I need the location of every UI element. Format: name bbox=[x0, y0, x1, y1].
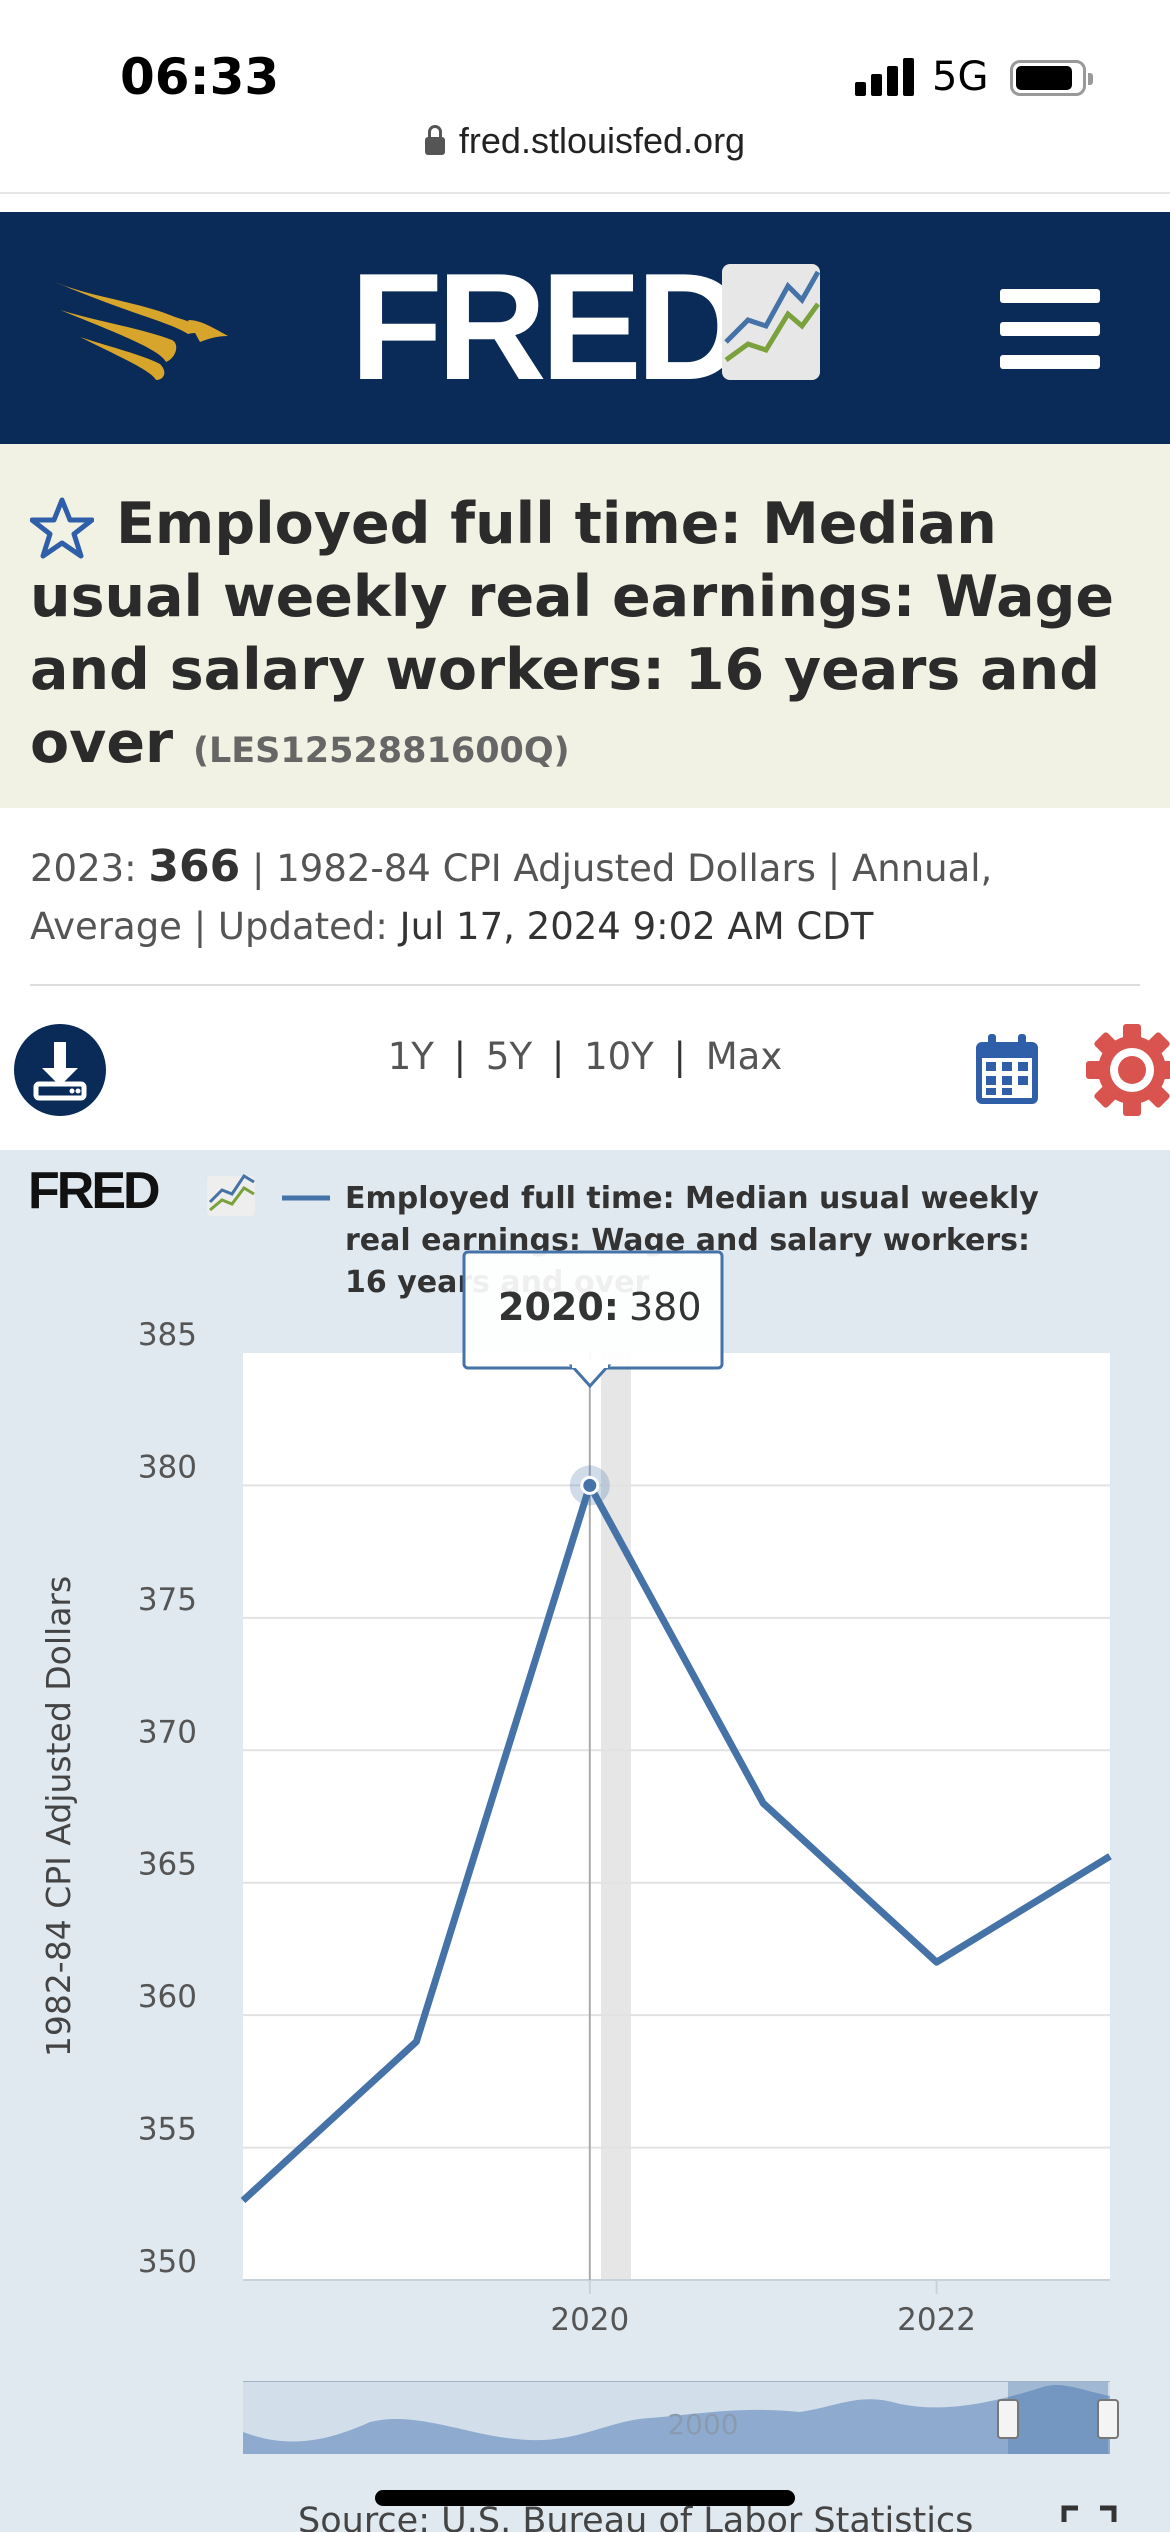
hover-band bbox=[601, 1353, 631, 2280]
fullscreen-icon[interactable] bbox=[1061, 2505, 1117, 2522]
lock-icon bbox=[424, 125, 445, 155]
range-navigator[interactable]: 2000 bbox=[243, 2381, 1119, 2454]
y-tick-label: 385 bbox=[138, 1317, 197, 1353]
home-indicator bbox=[375, 2490, 795, 2506]
y-tick-label: 360 bbox=[138, 1979, 197, 2015]
series-title-text: Employed full time: Median usual weekly … bbox=[30, 491, 1115, 776]
legend-fred-logo: FRED bbox=[28, 1162, 159, 1220]
range-1y[interactable]: 1Y bbox=[387, 1035, 434, 1078]
y-tick-label: 365 bbox=[138, 1847, 197, 1883]
site-header: FRED bbox=[0, 212, 1170, 444]
x-tick-label: 2020 bbox=[550, 2302, 629, 2338]
range-10y[interactable]: 10Y bbox=[584, 1035, 654, 1078]
range-separator: | bbox=[673, 1035, 686, 1078]
address-bar[interactable]: fred.stlouisfed.org bbox=[0, 120, 1170, 190]
updated-date: Jul 17, 2024 9:02 AM CDT bbox=[399, 905, 874, 948]
x-tick-label: 2022 bbox=[897, 2302, 976, 2338]
status-bar: 06:33 5G bbox=[0, 0, 1170, 130]
status-time: 06:33 bbox=[120, 48, 280, 106]
fred-chart-icon bbox=[722, 264, 820, 380]
legend-fred-chart-icon bbox=[207, 1173, 255, 1216]
y-tick-label: 355 bbox=[138, 2112, 197, 2148]
divider bbox=[30, 984, 1140, 986]
series-title-area: Employed full time: Median usual weekly … bbox=[0, 444, 1170, 808]
chart-panel: FRED Employed full time: Median usual we… bbox=[0, 1150, 1170, 2532]
latest-value: 366 bbox=[148, 841, 241, 892]
date-range-selector: 1Y | 5Y | 10Y | Max bbox=[0, 1035, 1170, 1078]
series-title: Employed full time: Median usual weekly … bbox=[30, 488, 1150, 788]
eagle-logo-icon[interactable] bbox=[50, 262, 240, 392]
y-tick-label: 375 bbox=[138, 1582, 197, 1618]
range-5y[interactable]: 5Y bbox=[485, 1035, 533, 1078]
units-text: | 1982-84 CPI Adjusted Dollars | Annual, bbox=[252, 847, 993, 890]
star-icon[interactable] bbox=[30, 496, 94, 560]
navigator-tick: 2000 bbox=[667, 2408, 738, 2441]
tooltip-value: 380 bbox=[629, 1285, 702, 1329]
y-tick-label: 370 bbox=[138, 1714, 197, 1750]
signal-icon bbox=[855, 58, 915, 96]
y-tick-label: 350 bbox=[138, 2244, 197, 2280]
navigator-selection[interactable] bbox=[1008, 2382, 1108, 2454]
series-meta: 2023: 366 | 1982-84 CPI Adjusted Dollars… bbox=[30, 838, 1140, 956]
svg-text:2020:380: 2020: 380 bbox=[498, 1285, 702, 1329]
gear-icon[interactable] bbox=[1086, 1024, 1170, 1116]
x-axis-ticks: 2020 2022 bbox=[550, 2280, 976, 2338]
plot-area bbox=[243, 1353, 1110, 2280]
navigator-right-handle[interactable] bbox=[1097, 2399, 1119, 2439]
download-button[interactable] bbox=[14, 1024, 106, 1116]
range-separator: | bbox=[453, 1035, 467, 1078]
frequency-text: Average | Updated: bbox=[30, 905, 388, 948]
series-points bbox=[242, 1485, 1111, 2201]
y-axis-label: 1982-84 CPI Adjusted Dollars bbox=[39, 1576, 78, 2057]
fred-logo[interactable]: FRED bbox=[350, 242, 746, 412]
url-text: fred.stlouisfed.org bbox=[458, 120, 746, 161]
latest-label: 2023: bbox=[30, 847, 137, 890]
hover-point[interactable] bbox=[580, 1475, 600, 1495]
calendar-icon[interactable] bbox=[974, 1032, 1040, 1108]
battery-icon bbox=[1010, 60, 1093, 96]
y-axis-ticks: 385 380 375 370 365 360 355 350 bbox=[138, 1317, 197, 2280]
grid-lines bbox=[243, 1484, 1110, 2281]
hamburger-menu-icon[interactable] bbox=[1000, 284, 1100, 374]
legend-text-line-1: Employed full time: Median usual weekly bbox=[345, 1181, 1039, 1216]
chart-tooltip: 2020: 380 bbox=[462, 1250, 724, 1389]
series-id: (LES1252881600Q) bbox=[192, 731, 570, 771]
source-text: Source: U.S. Bureau of Labor Statistics bbox=[298, 2501, 973, 2532]
line-chart[interactable]: FRED Employed full time: Median usual we… bbox=[0, 1150, 1170, 2532]
series-line bbox=[240, 1481, 1112, 2204]
y-tick-label: 380 bbox=[138, 1449, 197, 1485]
navigator-area bbox=[243, 2385, 1110, 2454]
navigator-left-handle[interactable] bbox=[997, 2399, 1019, 2439]
download-icon bbox=[33, 1042, 87, 1101]
tooltip-label: 2020: bbox=[498, 1285, 619, 1329]
range-max[interactable]: Max bbox=[705, 1035, 783, 1078]
range-separator: | bbox=[551, 1035, 565, 1078]
network-type: 5G bbox=[932, 54, 989, 100]
divider bbox=[0, 192, 1170, 194]
